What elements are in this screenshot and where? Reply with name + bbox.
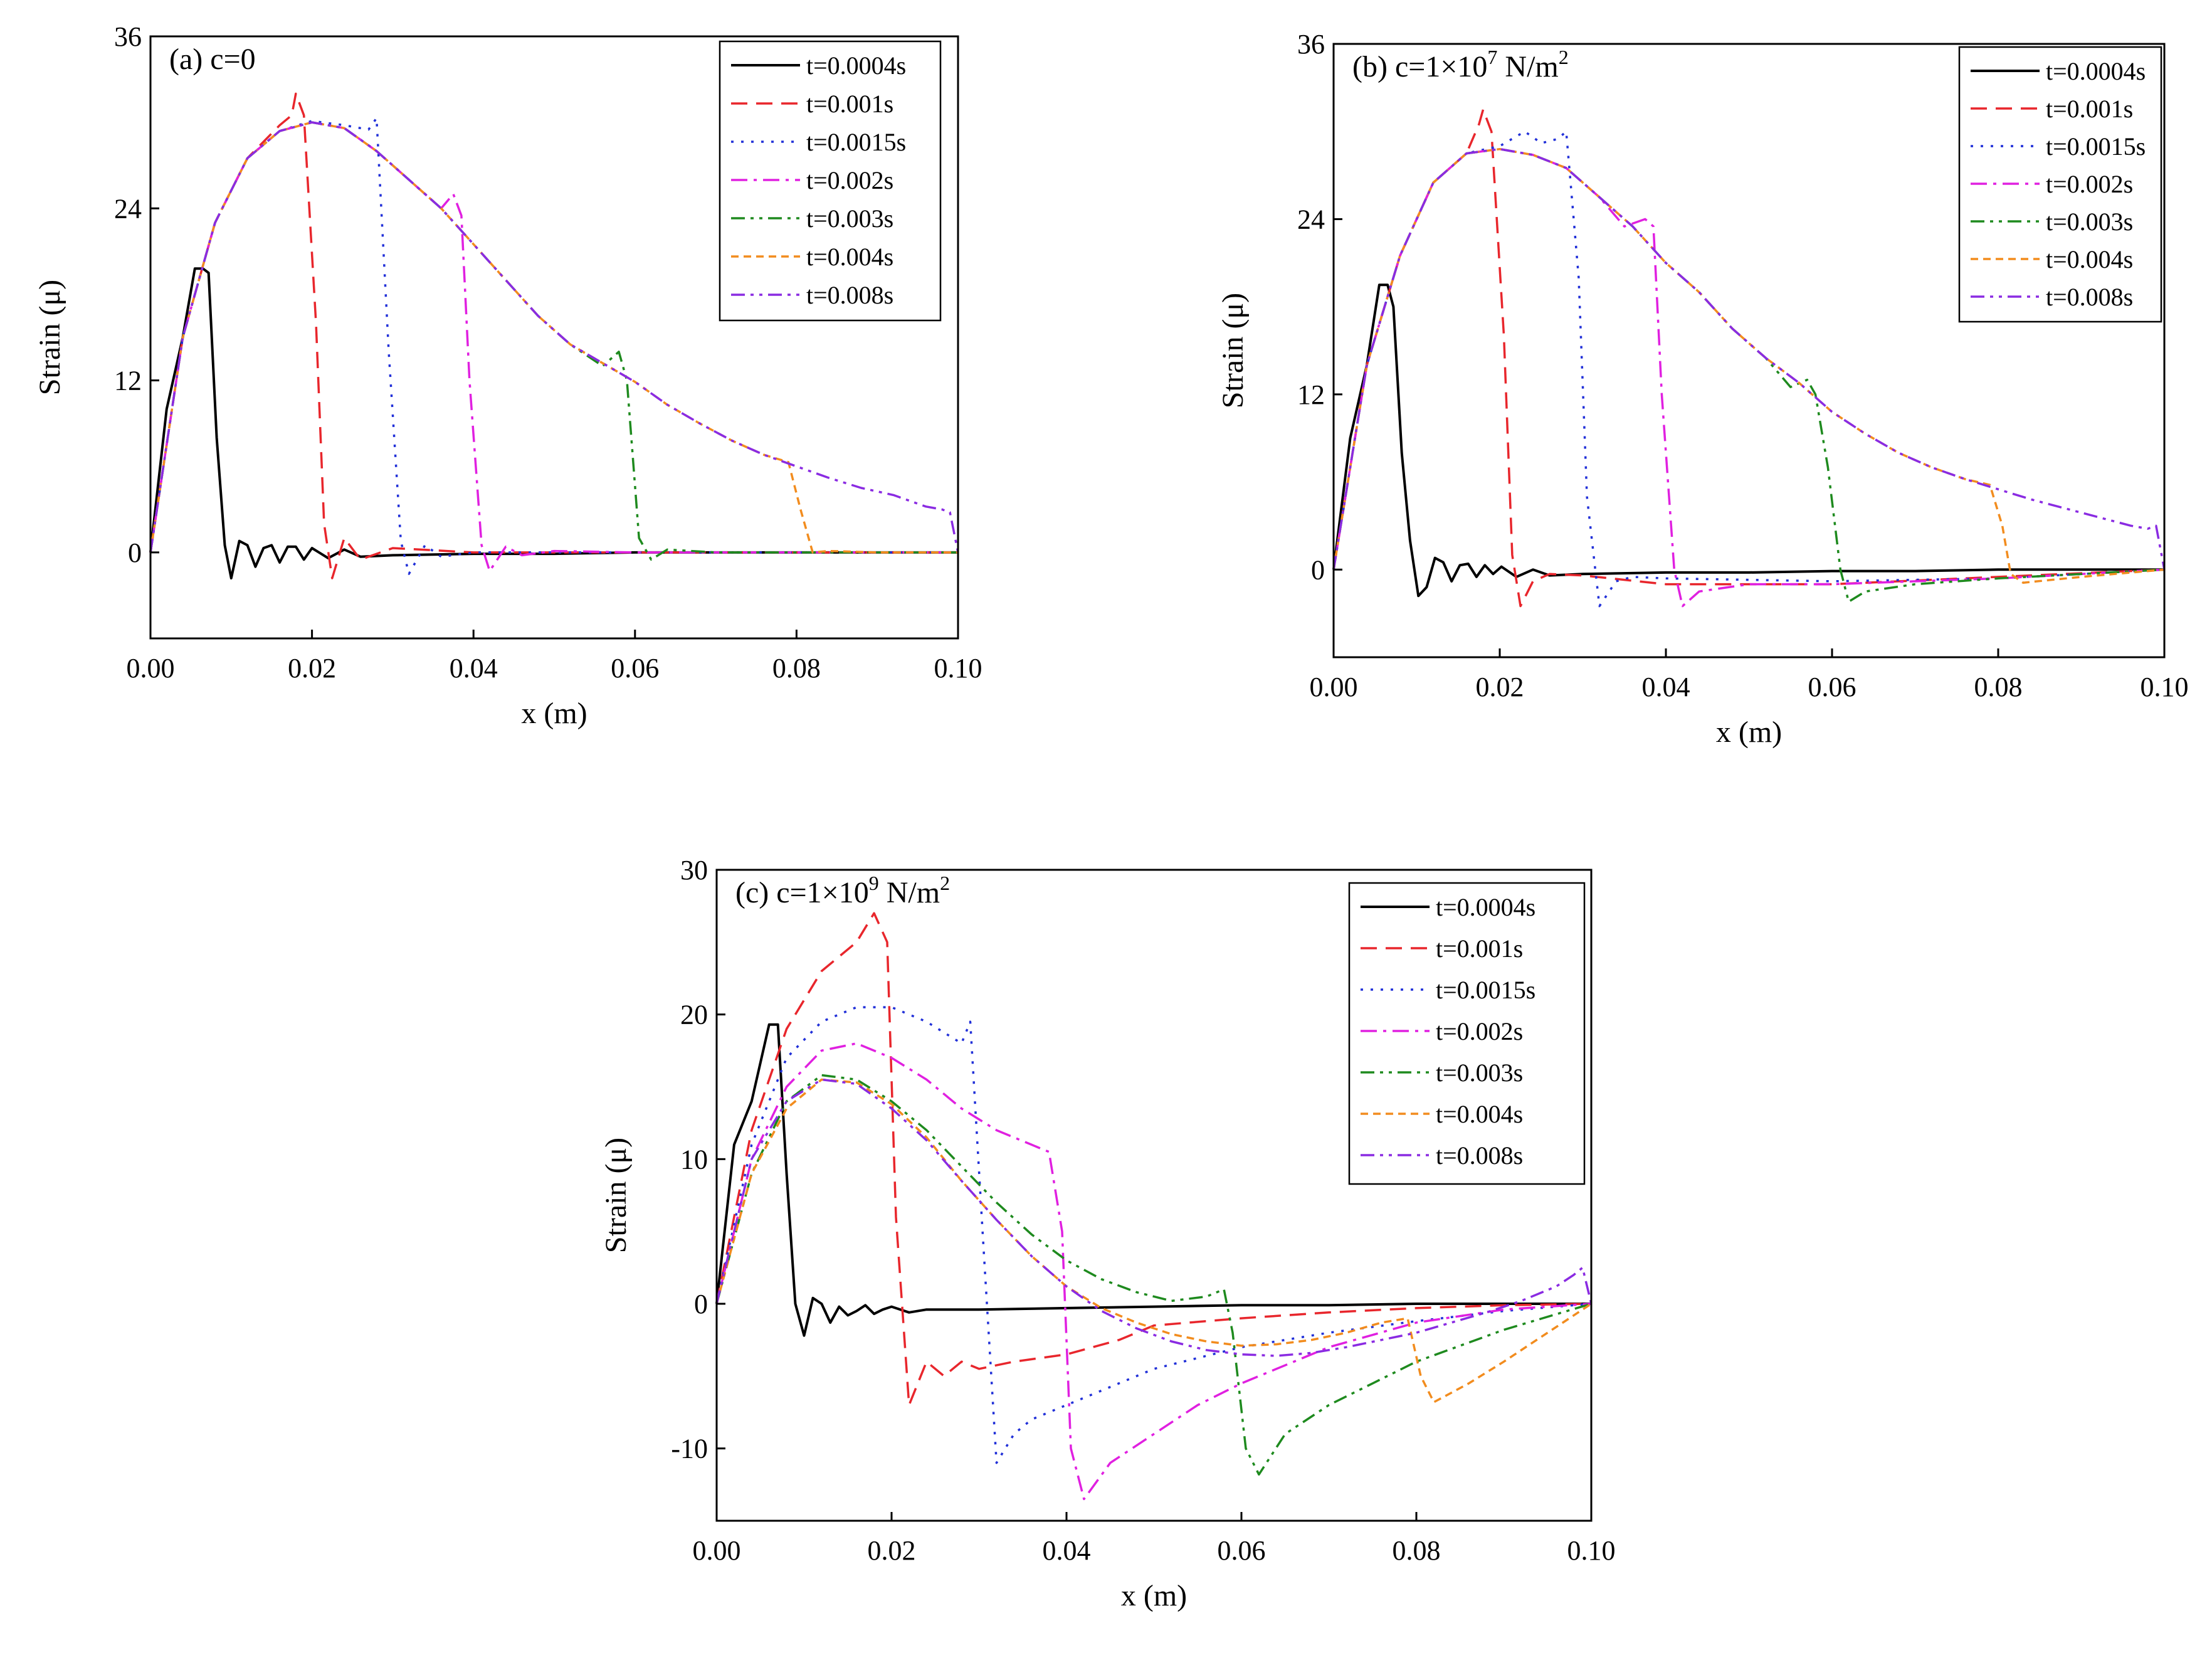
panel-c-y-tick-label: 0 (694, 1289, 708, 1319)
panel-b-legend-label: t=0.002s (2046, 170, 2133, 198)
panel-a-x-tick-label: 0.06 (611, 653, 659, 684)
panel-c-title-base: (c) c=1×10 (735, 876, 869, 909)
panel-c-x-axis-title: x (m) (1121, 1579, 1187, 1612)
panel-a-legend-label: t=0.004s (806, 243, 893, 271)
panel-c-series (715, 912, 1593, 1501)
panel-b-chart: 0.00 0.02 0.04 0.06 0.08 0.10 0 12 24 36 (b) c=1×… (1216, 29, 2189, 749)
panel-b-x-tick-label: 0.10 (2141, 672, 2189, 702)
panel-c-y-tick-label: -10 (671, 1434, 708, 1464)
panel-c-series-line-1 (715, 1023, 1591, 1337)
panel-b-legend-box (1958, 46, 2162, 323)
panel-c-series-line-6 (715, 1078, 1592, 1403)
panel-c-legend-label: t=0.003s (1436, 1059, 1523, 1087)
panel-a-title: (a) c=0 (169, 43, 256, 76)
panel-c-ticks: 0.00 0.02 0.04 0.06 0.08 0.10 -10 0 10 20 30 (671, 855, 1615, 1566)
panel-b-legend-label: t=0.0015s (2046, 132, 2146, 161)
panel-b-x-tick-label: 0.06 (1808, 672, 1856, 702)
panel-c-title: (c) c=1×109 N/m2 (735, 872, 950, 909)
panel-a-series-line-1 (149, 267, 958, 579)
panel-c-y-tick-label: 10 (680, 1144, 708, 1175)
panel-b-ticks: 0.00 0.02 0.04 0.06 0.08 0.10 0 12 24 36 (1297, 29, 2189, 702)
panel-c-legend-label: t=0.001s (1436, 934, 1523, 963)
panel-a-legend-label: t=0.001s (806, 90, 893, 118)
panel-a-x-tick-label: 0.10 (934, 653, 982, 684)
panel-c-x-tick-label: 0.02 (868, 1535, 916, 1566)
panel-c-y-axis-title: Strain (μ) (599, 1138, 633, 1253)
panel-c-legend-label: t=0.0004s (1436, 893, 1535, 921)
panel-a-x-tick-label: 0.02 (288, 653, 336, 684)
panel-c-series-line-2 (715, 912, 1592, 1407)
panel-b-title-unit-exponent: 2 (1559, 46, 1569, 68)
panel-c-legend-box (1348, 882, 1586, 1185)
panel-a-legend-label: t=0.008s (806, 281, 893, 309)
panel-c-title-unit: N/m (879, 876, 940, 909)
panel-b-legend-label: t=0.003s (2046, 208, 2133, 236)
panel-b-x-tick-label: 0.04 (1642, 672, 1690, 702)
panel-c-series-line-3 (715, 1006, 1592, 1464)
panel-c-series-line-4 (715, 1042, 1592, 1501)
panel-c-y-tick-label: 20 (680, 1000, 708, 1030)
panel-b-series-line-1 (1332, 283, 2164, 598)
panel-b-x-tick-label: 0.00 (1310, 672, 1358, 702)
panel-c-x-tick-label: 0.04 (1043, 1535, 1091, 1566)
panel-a-x-tick-label: 0.00 (127, 653, 175, 684)
panel-a-series (149, 92, 959, 579)
panel-b-x-axis-title: x (m) (1716, 716, 1782, 749)
panel-a-y-tick-label: 36 (114, 21, 142, 52)
panel-a-legend-label: t=0.002s (806, 166, 893, 194)
panel-b-y-axis-title: Strain (μ) (1216, 293, 1250, 408)
panel-a-series-line-4 (149, 121, 958, 573)
panel-a-y-tick-label: 12 (114, 366, 142, 396)
panel-a-y-tick-label: 24 (114, 193, 142, 224)
panel-b-y-tick-label: 0 (1311, 554, 1325, 585)
panel-b-legend-label: t=0.008s (2046, 283, 2133, 311)
panel-c-x-tick-label: 0.10 (1567, 1535, 1616, 1566)
panel-a-x-tick-label: 0.04 (450, 653, 498, 684)
panel-c-x-tick-label: 0.08 (1393, 1535, 1441, 1566)
panel-a-series-line-3 (149, 117, 958, 575)
panel-c-y-tick-label: 30 (680, 855, 708, 885)
panel-b-title-exponent: 7 (1487, 46, 1497, 68)
panel-b-legend-label: t=0.0004s (2046, 57, 2146, 85)
panel-c-title-unit-exponent: 2 (940, 872, 950, 894)
panel-a-legend: t=0.0004s t=0.001s t=0.0015s t=0.002s t=0.00… (719, 40, 942, 322)
panel-b-y-tick-label: 36 (1297, 29, 1325, 60)
panel-b-x-tick-label: 0.02 (1476, 672, 1524, 702)
panel-b-legend: t=0.0004s t=0.001s t=0.0015s t=0.002s t=0.00… (1958, 46, 2162, 323)
panel-a-plot-frame (149, 35, 959, 640)
panel-a-x-tick-label: 0.08 (772, 653, 821, 684)
panel-c-x-tick-label: 0.00 (693, 1535, 741, 1566)
panel-b-title-unit: N/m (1497, 50, 1558, 83)
panel-b-plot-frame (1332, 43, 2166, 658)
panel-a-legend-label: t=0.0004s (806, 51, 906, 80)
panel-b-x-tick-label: 0.08 (1974, 672, 2023, 702)
panel-a-x-axis-title: x (m) (521, 697, 587, 730)
panel-c-legend-label: t=0.002s (1436, 1017, 1523, 1045)
panel-c-series-line-5 (715, 1074, 1592, 1476)
panel-b-legend-label: t=0.001s (2046, 95, 2133, 123)
panel-a-legend-label: t=0.0015s (806, 128, 906, 156)
panel-c-legend-label: t=0.004s (1436, 1100, 1523, 1128)
panel-c-x-tick-label: 0.06 (1218, 1535, 1266, 1566)
panel-c-series-line-7 (715, 1078, 1593, 1357)
panel-b-series-line-5 (1332, 147, 2165, 603)
panel-a-y-axis-title: Strain (μ) (33, 280, 66, 395)
panel-b-title-base: (b) c=1×10 (1352, 50, 1487, 83)
panel-b-series (1332, 108, 2166, 608)
panel-a-legend-label: t=0.003s (806, 204, 893, 233)
panel-a-ticks: 0.00 0.02 0.04 0.06 0.08 0.10 0 12 24 36 (114, 21, 982, 684)
panel-c-chart: 0.00 0.02 0.04 0.06 0.08 0.10 -10 0 10 20 30 (c) c… (599, 855, 1616, 1612)
panel-a-y-tick-label: 0 (128, 537, 142, 568)
panel-b-title: (b) c=1×107 N/m2 (1352, 46, 1569, 83)
panel-c-title-exponent: 9 (869, 872, 879, 894)
panel-c-plot-frame (715, 869, 1593, 1522)
panel-b-y-tick-label: 12 (1297, 379, 1325, 410)
panel-c-legend-label: t=0.0015s (1436, 976, 1535, 1004)
panel-c-legend-label: t=0.008s (1436, 1141, 1523, 1170)
panel-b-legend-label: t=0.004s (2046, 245, 2133, 273)
panel-c-legend: t=0.0004s t=0.001s t=0.0015s t=0.002s t=0.00… (1348, 882, 1586, 1185)
panel-b-y-tick-label: 24 (1297, 204, 1325, 235)
